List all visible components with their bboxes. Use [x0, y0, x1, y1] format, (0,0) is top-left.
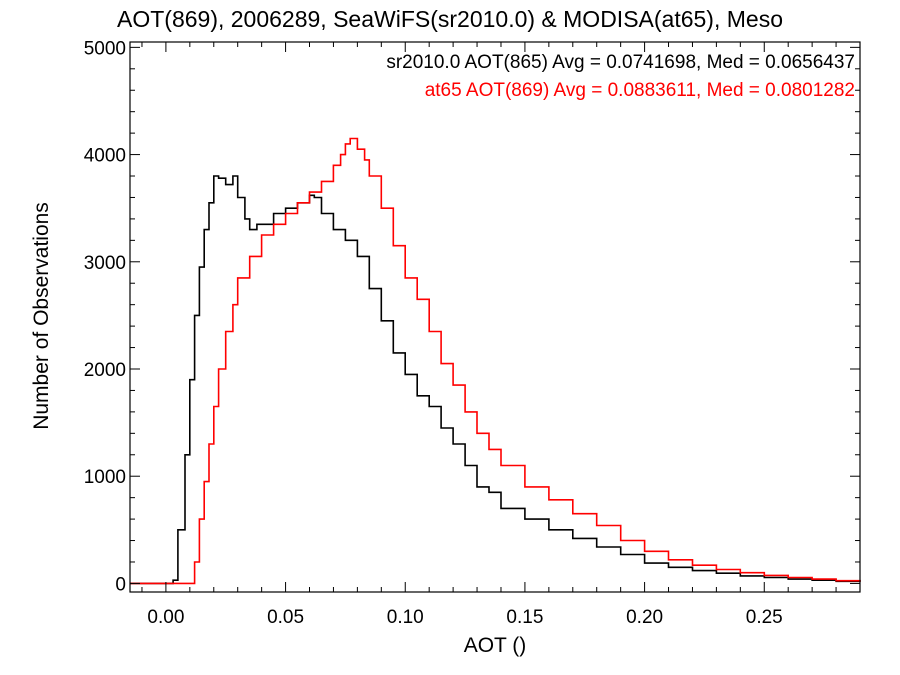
chart-title: AOT(869), 2006289, SeaWiFS(sr2010.0) & M… — [117, 6, 783, 32]
legend-entry-sr2010.0: sr2010.0 AOT(865) Avg = 0.0741698, Med =… — [386, 52, 855, 73]
plot-frame — [129, 41, 861, 593]
x-axis-label: AOT () — [464, 634, 527, 657]
x-tick-label: 0.20 — [626, 607, 663, 628]
x-tick-label: 0.15 — [506, 607, 543, 628]
x-tick-label: 0.05 — [267, 607, 304, 628]
y-tick-label: 4000 — [84, 146, 126, 167]
y-tick-label: 3000 — [84, 253, 126, 274]
series-line-sr2010.0 — [130, 175, 861, 585]
legend: sr2010.0 AOT(865) Avg = 0.0741698, Med =… — [386, 52, 855, 101]
x-tick-label: 0.00 — [147, 607, 184, 628]
y-axis-label: Number of Observations — [30, 202, 53, 430]
y-tick-label: 0 — [115, 574, 126, 595]
series-line-at65 — [130, 137, 861, 585]
legend-entry-at65: at65 AOT(869) Avg = 0.0883611, Med = 0.0… — [425, 80, 855, 101]
y-tick-label: 2000 — [84, 360, 126, 381]
x-tick-label: 0.25 — [746, 607, 783, 628]
ticks-layer: 0.00 0.05 0.10 0.15 0.20 0.25 0 1000 2000 3000 400… — [84, 38, 860, 628]
y-tick-label: 1000 — [84, 467, 126, 488]
x-tick-label: 0.10 — [387, 607, 424, 628]
y-tick-label: 5000 — [84, 38, 126, 59]
series-layer — [130, 137, 861, 585]
